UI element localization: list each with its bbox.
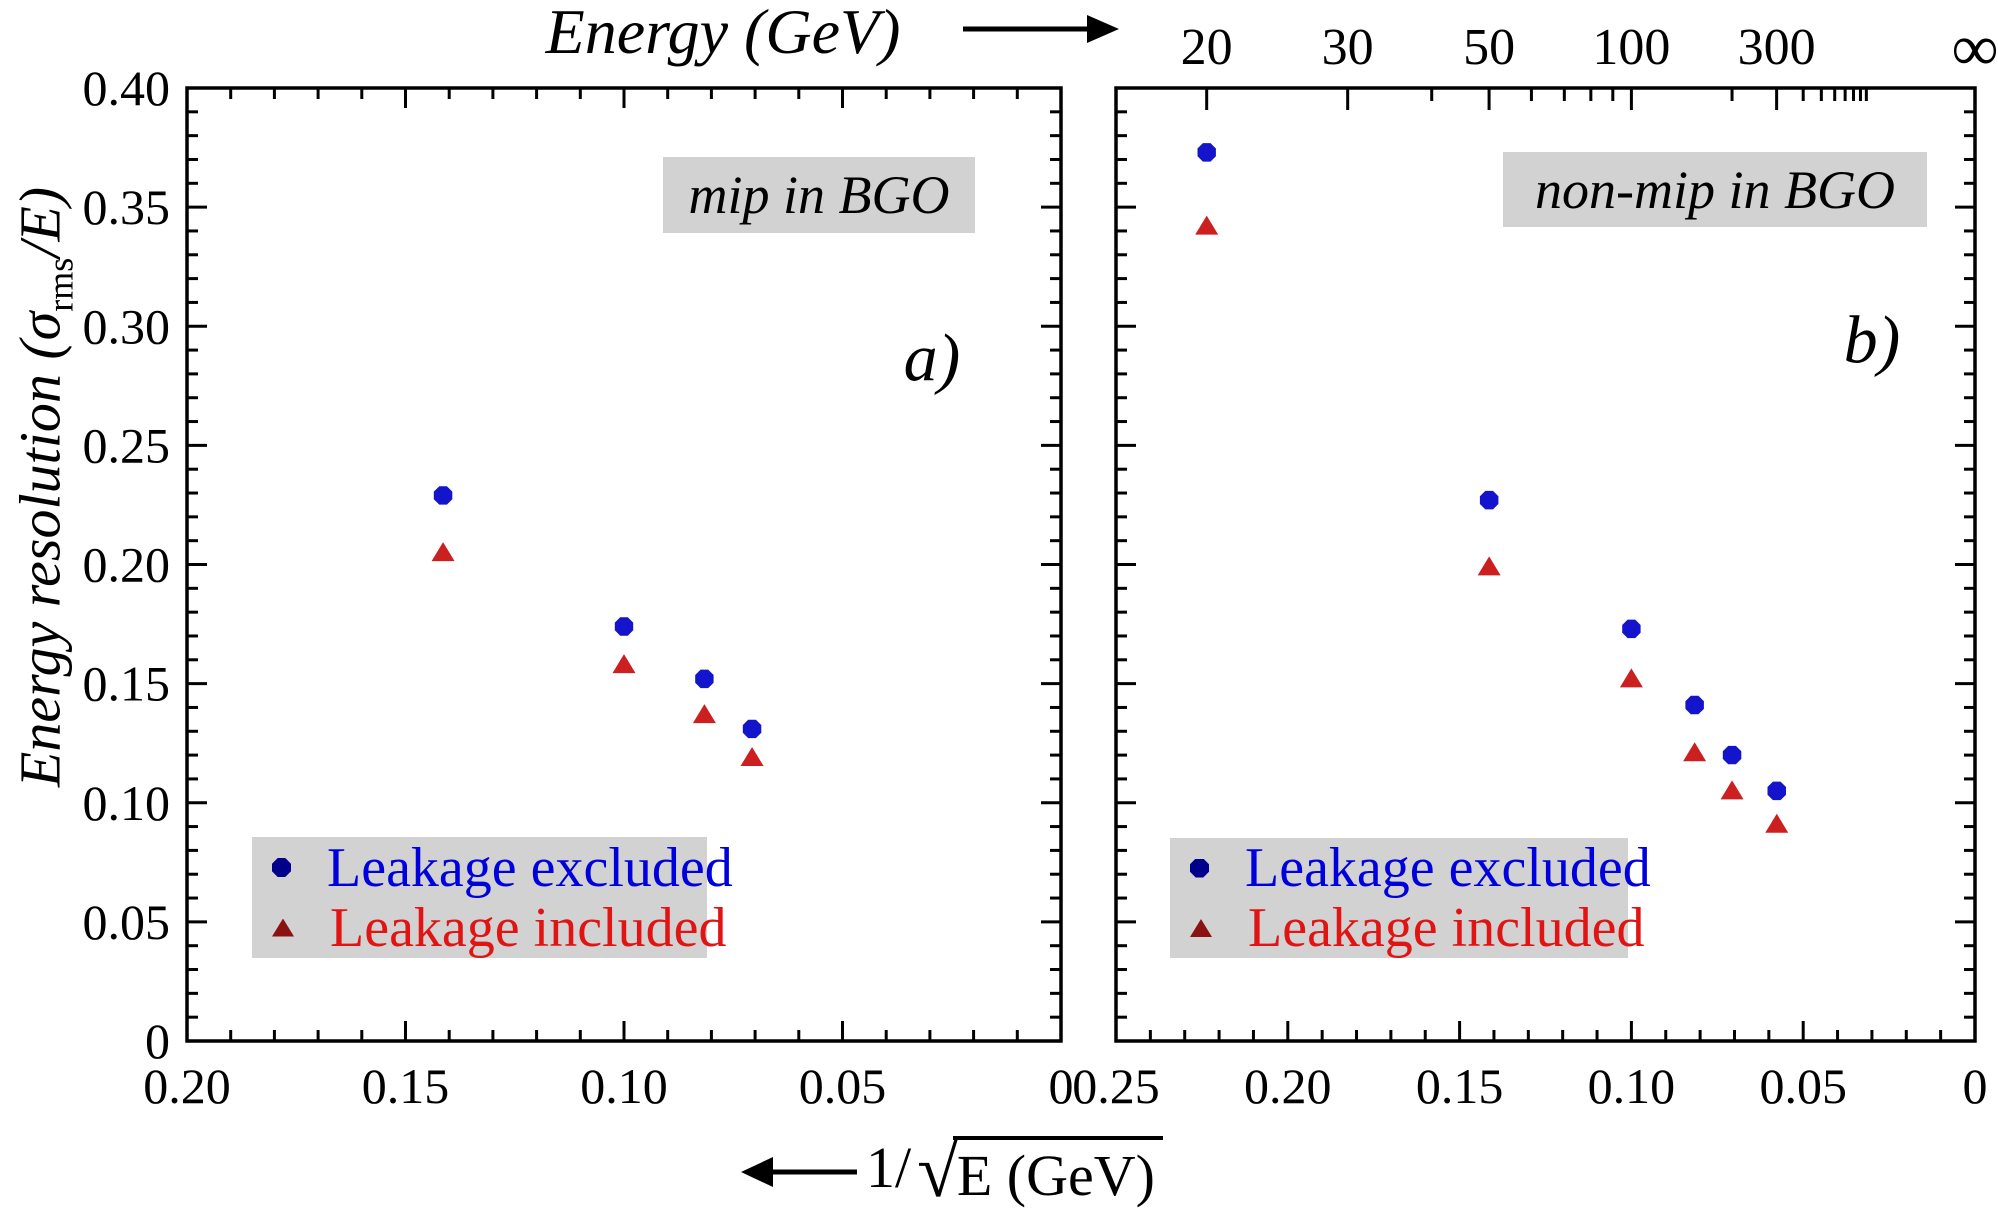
- data-point-included: [692, 704, 716, 724]
- x-tick-label: 0: [1049, 1058, 1074, 1114]
- data-point-excluded: [1685, 695, 1704, 715]
- energy-tick-label: 300: [1738, 19, 1816, 76]
- octagon-marker-icon: [1190, 858, 1209, 878]
- y-tick-label: 0.05: [83, 894, 171, 950]
- y-tick-label: 0.20: [83, 537, 171, 593]
- y-axis-label: Energy resolution (σrms/E): [7, 187, 82, 787]
- energy-tick-label: 20: [1181, 19, 1233, 76]
- bottom-axis-radicand: E (GeV): [952, 1136, 1163, 1208]
- data-point-excluded: [1197, 143, 1216, 162]
- y-axis-label-subscript: rms: [40, 257, 81, 312]
- bottom-axis-label-prefix: 1/: [866, 1135, 912, 1200]
- triangle-marker-icon: [272, 918, 294, 937]
- data-point-excluded: [695, 669, 714, 689]
- x-tick-label: 0.20: [1244, 1058, 1332, 1114]
- panel-a-tag: a): [903, 319, 961, 396]
- octagon-marker-icon: [272, 858, 291, 877]
- sqrt-symbol: √: [917, 1129, 959, 1213]
- data-point-excluded: [1622, 619, 1641, 639]
- panel-b-tag: b): [1843, 301, 1901, 378]
- energy-tick-label: 50: [1463, 19, 1515, 76]
- y-tick-label: 0.25: [83, 417, 171, 473]
- data-point-excluded: [1767, 781, 1786, 801]
- energy-tick-label: 100: [1592, 19, 1670, 76]
- energy-tick-label: ∞: [1951, 12, 1998, 85]
- legend-row-included: Leakage included: [1190, 900, 1644, 956]
- legend-label-excluded: Leakage excluded: [1245, 837, 1651, 899]
- x-tick-label: 0.10: [580, 1058, 668, 1114]
- legend-panel-b: Leakage excluded Leakage included: [1170, 838, 1651, 958]
- data-point-included: [1683, 742, 1707, 762]
- y-tick-label: 0.40: [83, 60, 171, 116]
- data-point-excluded: [614, 617, 634, 636]
- x-tick-label: 0.05: [799, 1058, 887, 1114]
- x-tick-label: 0.15: [1416, 1058, 1504, 1114]
- triangle-marker-icon: [1190, 919, 1212, 937]
- y-axis-label-prefix: Energy resolution (σ: [7, 311, 73, 788]
- data-point-included: [1720, 780, 1744, 800]
- legend-row-included: Leakage included: [272, 900, 726, 956]
- data-point-included: [740, 746, 764, 766]
- x-tick-label: 0.25: [1072, 1058, 1160, 1114]
- legend-row-excluded: Leakage excluded: [272, 840, 733, 896]
- data-point-included: [1765, 813, 1789, 833]
- x-tick-label: 0.20: [143, 1058, 231, 1114]
- legend-label-included: Leakage included: [330, 896, 727, 959]
- data-point-excluded: [1479, 490, 1499, 510]
- y-tick-label: 0.15: [83, 656, 171, 712]
- x-tick-label: 0.05: [1759, 1058, 1847, 1114]
- x-tick-label: 0.15: [362, 1058, 450, 1114]
- y-axis-label-suffix: /E): [7, 186, 73, 258]
- left-arrow-icon: [741, 1157, 773, 1187]
- data-point-included: [431, 542, 455, 562]
- x-tick-label: 0.10: [1588, 1058, 1676, 1114]
- top-axis-label: Energy (GeV): [545, 0, 901, 67]
- right-arrow-icon: [1087, 15, 1119, 43]
- x-tick-label: 0: [1963, 1058, 1988, 1114]
- data-point-included: [1195, 215, 1219, 235]
- data-point-included: [612, 654, 636, 674]
- y-tick-label: 0.10: [83, 775, 171, 831]
- legend-label-included: Leakage included: [1248, 897, 1645, 959]
- data-point-excluded: [742, 719, 762, 739]
- legend-label-excluded: Leakage excluded: [327, 836, 733, 899]
- data-point-included: [1619, 668, 1643, 688]
- y-tick-label: 0.35: [83, 179, 171, 235]
- energy-tick-label: 30: [1322, 19, 1374, 76]
- y-tick-label: 0.30: [83, 298, 171, 354]
- y-tick-label: 0: [145, 1013, 170, 1069]
- bottom-axis-label: 1/ √ E (GeV): [866, 1129, 1163, 1213]
- data-point-excluded: [433, 486, 453, 505]
- data-point-included: [1477, 556, 1501, 576]
- legend-panel-a: Leakage excluded Leakage included: [252, 837, 733, 958]
- data-point-excluded: [1722, 745, 1742, 765]
- panel-a-title: mip in BGO: [663, 157, 975, 233]
- legend-row-excluded: Leakage excluded: [1190, 840, 1651, 896]
- panel-b-title: non-mip in BGO: [1503, 152, 1927, 227]
